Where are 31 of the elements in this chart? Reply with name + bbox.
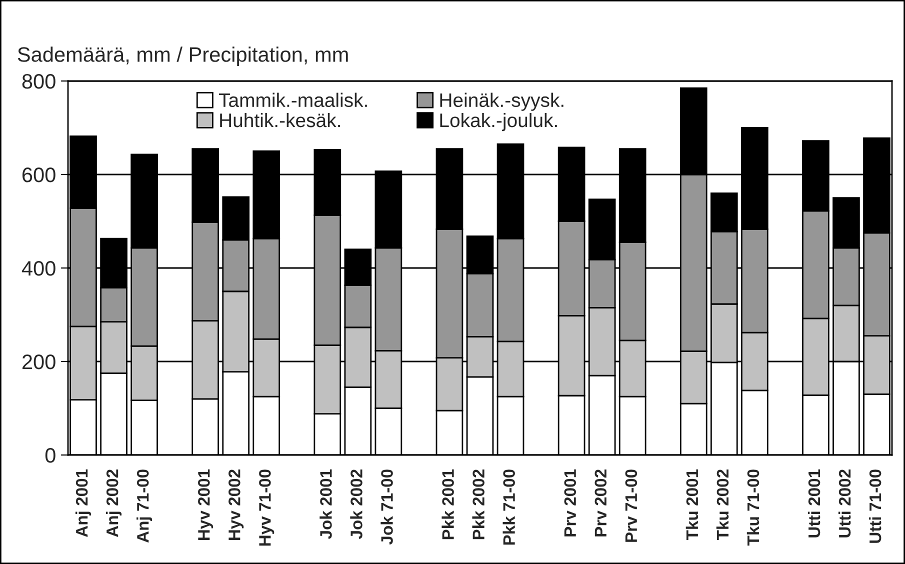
legend-label: Heinäk.-syysk.: [440, 92, 564, 111]
x-tick-label: Tku 2001: [686, 469, 698, 540]
y-tick-label: 200: [22, 354, 56, 370]
x-tick-label: Jok 2002: [350, 470, 362, 540]
x-tick-label: Pkk 2001: [442, 469, 454, 540]
x-tick-label: Tku 2002: [716, 470, 729, 540]
y-tick-label: 0: [45, 448, 56, 463]
x-tick-label: Jok 71-00: [380, 470, 393, 545]
x-tick-label: Prv 2002: [594, 470, 607, 536]
x-tick-label: Hyv 71-00: [259, 470, 274, 546]
y-tick-label: 600: [22, 168, 56, 182]
x-tick-label: Tku 71-00: [746, 470, 760, 546]
x-tick-label: Jok 2001: [320, 469, 332, 540]
x-tick-label: Anj 2001: [75, 469, 92, 538]
x-tick-label: Prv 71-00: [625, 470, 638, 542]
x-tick-label: Hyv 2002: [228, 470, 244, 540]
x-tick-label: Anj 2002: [106, 470, 122, 538]
x-tick-label: Pkk 71-00: [502, 470, 515, 545]
y-tick-label: 800: [22, 74, 56, 89]
x-tick-label: Hyv 2001: [198, 469, 214, 540]
x-tick-label: Pkk 2002: [472, 470, 484, 540]
x-tick-label: Utti 2001: [808, 469, 820, 538]
x-tick-label: Utti 71-00: [868, 470, 882, 543]
x-tick-label: Utti 2002: [838, 470, 851, 538]
legend-label: Tammik.-maalisk.: [218, 92, 367, 108]
y-tick-label: 400: [22, 261, 56, 276]
legend-label: Huhtik.-kesäk.: [220, 112, 340, 128]
legend-label: Lokak.-jouluk.: [440, 112, 557, 132]
x-tick-label: Anj 71-00: [136, 470, 152, 543]
x-tick-label: Prv 2001: [564, 469, 576, 536]
y-axis-title: Sademäärä, mm / Precipitation, mm: [18, 46, 348, 66]
